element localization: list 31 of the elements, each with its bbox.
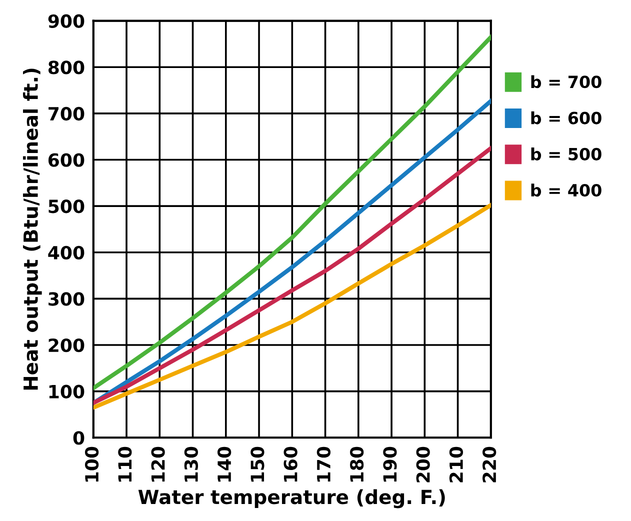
x-tick-label: 110 (118, 446, 132, 482)
x-tick-label: 120 (151, 446, 165, 482)
x-tick-label: 160 (284, 446, 298, 482)
x-axis-title: Water temperature (deg. F.) (138, 489, 445, 508)
x-tick-label: 150 (250, 446, 264, 482)
x-tick-label: 180 (350, 446, 364, 482)
x-tick-label: 200 (416, 446, 430, 482)
y-tick-label: 200 (48, 338, 84, 352)
line-series (93, 34, 491, 390)
y-tick-label: 0 (73, 431, 84, 445)
y-tick-label: 300 (48, 292, 84, 306)
x-tick-label: 130 (184, 446, 198, 482)
legend-label: b = 700 (531, 75, 602, 88)
y-tick-label: 500 (48, 200, 84, 214)
x-tick-label: 220 (482, 446, 496, 482)
x-tick-label: 210 (449, 446, 464, 482)
y-tick-label: 800 (48, 60, 84, 74)
legend-label: b = 400 (531, 184, 602, 197)
x-tick-label: 190 (383, 446, 397, 482)
y-tick-label: 400 (48, 246, 84, 260)
y-tick-label: 100 (49, 384, 84, 398)
legend-label: b = 500 (531, 148, 602, 160)
line-series (93, 203, 491, 410)
x-tick-label: 140 (217, 446, 232, 482)
y-axis-title: Heat output (Btu/hr/lineal ft.) (22, 68, 42, 390)
y-tick-label: 600 (48, 153, 84, 167)
x-tick-label: 170 (316, 446, 331, 482)
y-tick-label: 900 (48, 14, 84, 28)
legend-label: b = 600 (531, 111, 602, 124)
line-series (93, 146, 491, 405)
y-tick-label: 700 (48, 106, 84, 121)
